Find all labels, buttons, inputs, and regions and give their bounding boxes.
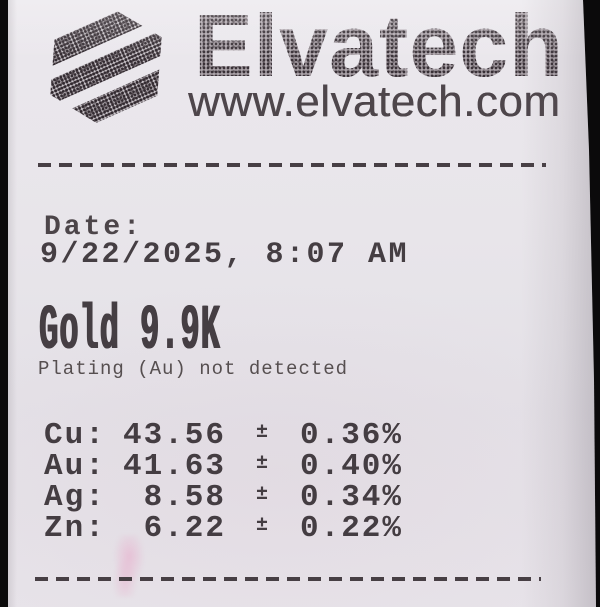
element-row: Au: 41.63 ± 0.40% bbox=[44, 451, 420, 482]
date-label: Date: bbox=[44, 212, 144, 243]
pink-ink-smudge bbox=[106, 535, 148, 597]
element-concentration: 41.63 bbox=[122, 449, 226, 484]
plus-minus-sign: ± bbox=[255, 514, 270, 537]
brand-website-url: www.elvatech.com bbox=[188, 77, 561, 126]
element-symbol: Zn: bbox=[44, 511, 106, 546]
date-value: 9/22/2025, 8:07 AM bbox=[40, 238, 410, 272]
plus-minus-sign: ± bbox=[255, 452, 270, 475]
result-subtitle-plating: Plating (Au) not detected bbox=[38, 358, 349, 380]
elvatech-logo-icon bbox=[50, 6, 162, 126]
element-error-percent: 0.40% bbox=[300, 449, 404, 484]
result-title-gold-karat: Gold 9.9K bbox=[39, 296, 221, 368]
separator-dashed-top bbox=[38, 163, 546, 167]
plus-minus-sign: ± bbox=[255, 483, 270, 506]
element-symbol: Au: bbox=[44, 449, 106, 484]
element-symbol: Cu: bbox=[44, 418, 106, 453]
plus-minus-sign: ± bbox=[255, 421, 270, 444]
element-row: Zn: 6.22 ± 0.22% bbox=[44, 513, 420, 544]
element-composition-table: Cu: 43.56 ± 0.36% Au: 41.63 ± 0.40% Ag: … bbox=[44, 420, 420, 544]
element-concentration: 43.56 bbox=[122, 418, 226, 453]
element-row: Cu: 43.56 ± 0.36% bbox=[44, 420, 420, 451]
element-row: Ag: 8.58 ± 0.34% bbox=[44, 482, 420, 513]
element-symbol: Ag: bbox=[44, 480, 106, 515]
element-concentration: 8.58 bbox=[143, 480, 226, 515]
element-error-percent: 0.22% bbox=[300, 511, 404, 546]
element-error-percent: 0.36% bbox=[300, 418, 404, 453]
separator-dashed-bottom bbox=[35, 577, 541, 581]
element-concentration: 6.22 bbox=[143, 511, 226, 546]
brand-wordmark: Elvatech bbox=[194, 0, 564, 95]
element-error-percent: 0.34% bbox=[300, 480, 404, 515]
receipt-paper: Elvatech www.elvatech.com Date: 9/22/202… bbox=[8, 0, 596, 607]
